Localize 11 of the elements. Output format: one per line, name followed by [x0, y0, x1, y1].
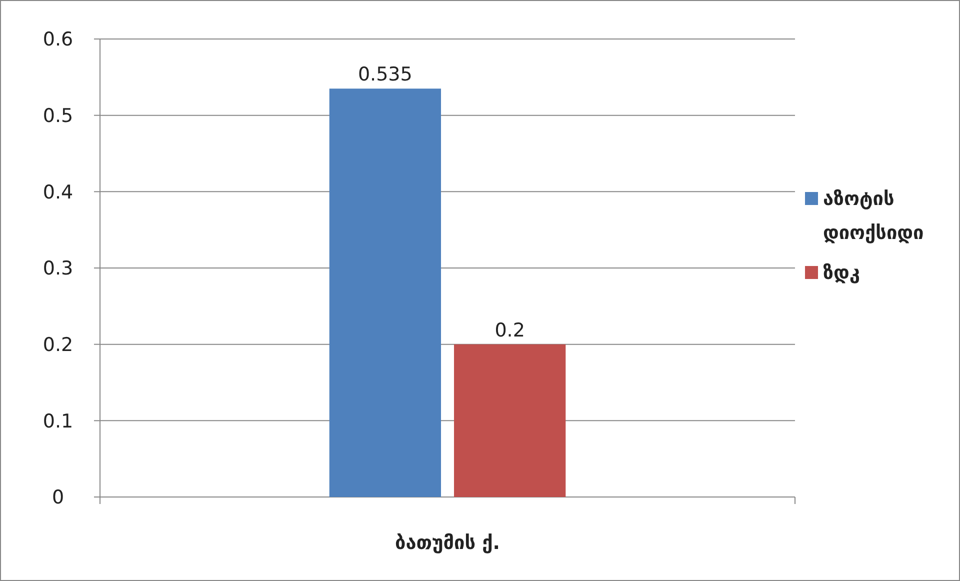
y-tick-label: 0.5: [42, 104, 74, 127]
y-tick-label: 0.2: [42, 334, 74, 356]
x-tick-label: ბათუმის ქ.: [395, 532, 500, 554]
data-label: 0.535: [358, 64, 412, 86]
y-tick-label: 0.1: [42, 410, 74, 432]
y-tick-label: 0.3: [42, 258, 74, 280]
y-tick-label: 0.4: [42, 181, 74, 204]
y-tick-label: 0.6: [42, 28, 74, 51]
y-tick-label: 0: [52, 486, 64, 509]
data-label: 0.2: [494, 319, 525, 342]
legend-label: ზდკ: [823, 262, 860, 284]
